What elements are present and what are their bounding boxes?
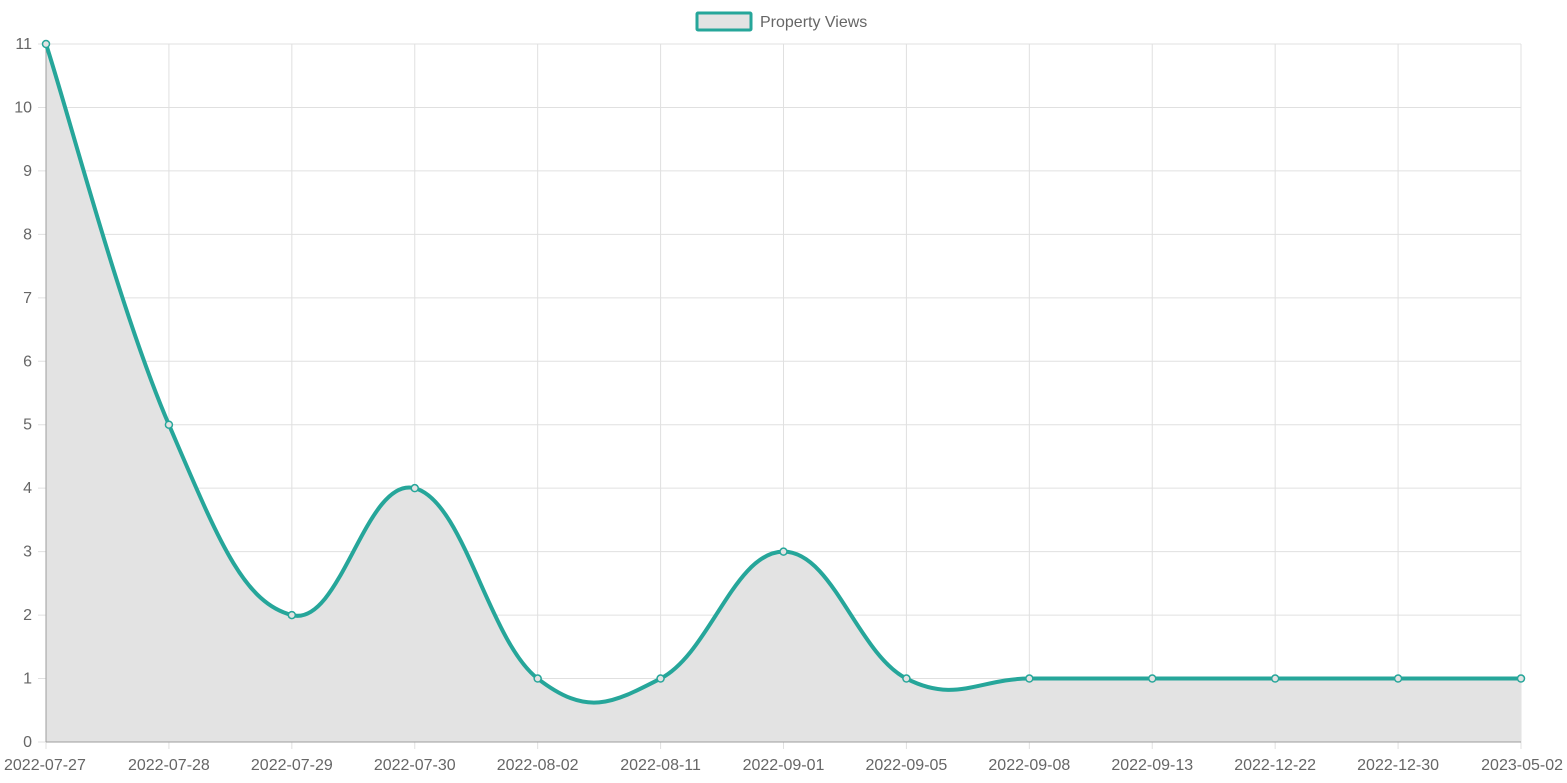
legend[interactable]: Property Views [695, 11, 867, 32]
x-tick-label: 2023-05-02 [1481, 757, 1563, 774]
x-tick-label: 2022-08-11 [620, 757, 701, 774]
area-layer [46, 44, 1521, 742]
legend-label[interactable]: Property Views [760, 14, 867, 31]
data-point[interactable] [164, 420, 174, 429]
x-tick-label: 2022-07-29 [251, 757, 333, 774]
data-point[interactable] [1148, 674, 1157, 683]
y-tick-label: 7 [23, 290, 32, 307]
y-tick-label: 0 [23, 734, 32, 751]
series-layer [44, 42, 1523, 705]
data-point[interactable] [1025, 674, 1034, 683]
y-tick-label: 6 [23, 353, 32, 370]
y-tick-label: 3 [23, 544, 32, 561]
axes [45, 44, 1521, 743]
y-tick-label: 2 [23, 607, 32, 624]
data-point[interactable] [1393, 674, 1403, 683]
points-layer [41, 39, 1526, 683]
y-tick-label: 1 [23, 671, 32, 688]
legend-swatch[interactable] [695, 11, 753, 32]
data-point[interactable] [533, 674, 542, 683]
data-point[interactable] [410, 483, 419, 493]
x-tick-label: 2022-09-01 [743, 757, 825, 774]
series-line-property-views [44, 42, 1523, 705]
x-tick-label: 2022-09-05 [865, 757, 947, 774]
y-tick-label: 5 [23, 417, 32, 434]
series-area-fill [46, 44, 1521, 742]
data-point[interactable] [1516, 674, 1526, 683]
data-point[interactable] [287, 610, 297, 620]
x-tick-label: 2022-12-22 [1234, 757, 1316, 774]
data-point[interactable] [41, 39, 51, 49]
x-tick-label: 2022-08-02 [497, 757, 579, 774]
data-point[interactable] [902, 674, 911, 683]
data-point[interactable] [1270, 674, 1280, 683]
y-tick-label: 4 [23, 480, 32, 497]
x-tick-label: 2022-07-28 [128, 757, 210, 774]
y-tick-label: 11 [15, 36, 32, 53]
x-tick-label: 2022-07-27 [4, 757, 86, 774]
x-tick-label: 2022-12-30 [1357, 757, 1439, 774]
y-tick-label: 9 [23, 163, 32, 180]
y-tick-label: 8 [23, 226, 32, 243]
data-point[interactable] [779, 547, 788, 556]
data-point[interactable] [656, 674, 665, 683]
tick-labels: 0 1 2 3 4 5 6 7 8 9 10 11 2022-07-27 2022-07-28 2022-0… [4, 36, 1563, 774]
x-tick-label: 2022-09-08 [988, 757, 1070, 774]
x-tick-label: 2022-07-30 [374, 757, 456, 774]
y-tick-label: 10 [14, 99, 32, 116]
x-tick-label: 2022-09-13 [1111, 757, 1193, 774]
